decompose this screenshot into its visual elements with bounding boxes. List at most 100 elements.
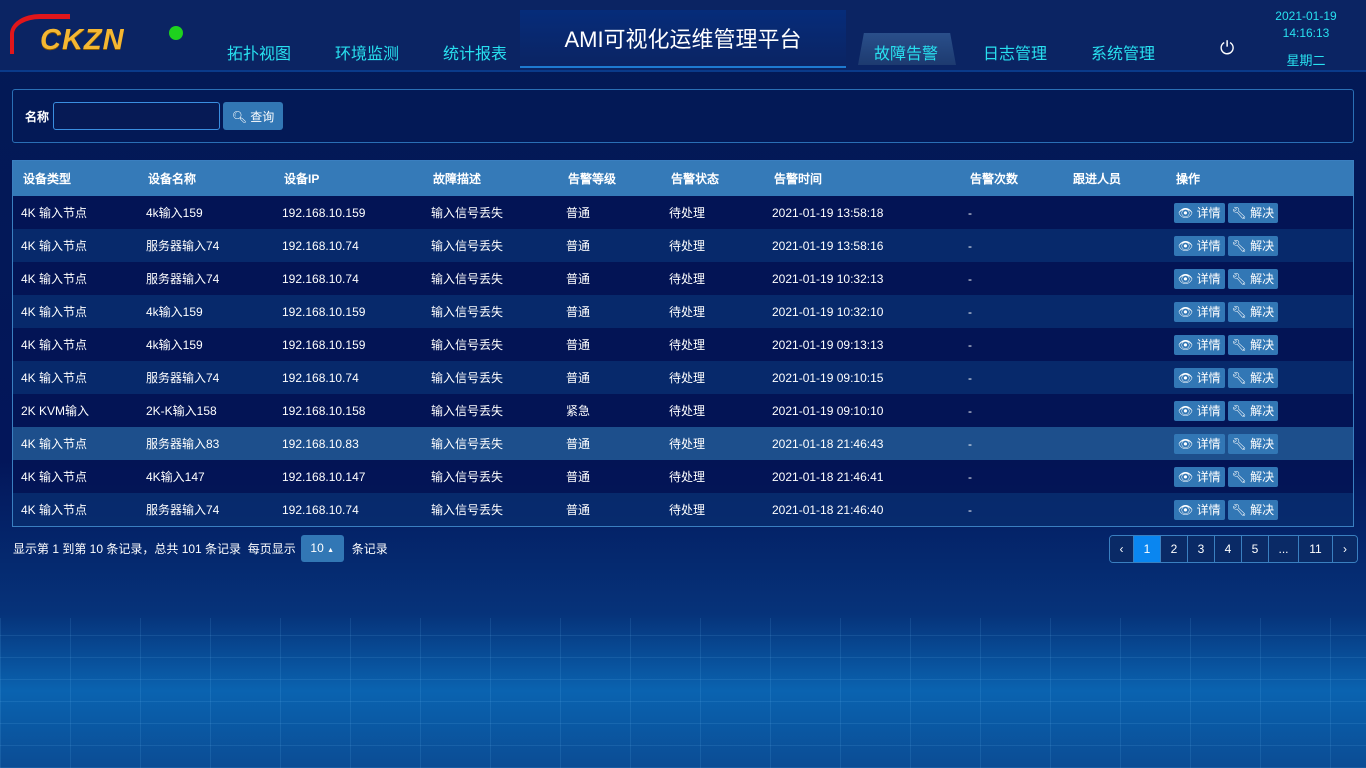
page-button[interactable]: 11 — [1299, 536, 1333, 562]
resolve-button[interactable]: 🔧︎ 解决 — [1227, 334, 1279, 355]
table-cell — [1063, 295, 1166, 328]
nav-reports[interactable]: 统计报表 — [443, 46, 508, 63]
table-cell — [1063, 460, 1166, 493]
table-row[interactable]: 4K 输入节点 4k输入159 192.168.10.159 输入信号丢失 普通 待处理 2… — [13, 295, 1353, 328]
table-row[interactable]: 4K 输入节点 4k输入159 192.168.10.159 输入信号丢失 普通 待处理 2… — [13, 328, 1353, 361]
table-row[interactable]: 4K 输入节点 4k输入159 192.168.10.159 输入信号丢失 普通 待处理 2… — [13, 196, 1353, 229]
actions-cell: 👁︎ 详情 🔧︎ 解决 — [1166, 427, 1353, 460]
page-button[interactable]: 5 — [1242, 536, 1269, 562]
table-cell: 普通 — [558, 460, 661, 493]
detail-button[interactable]: 👁︎ 详情 — [1174, 334, 1225, 355]
table-cell: 2K-K输入158 — [138, 394, 274, 427]
table-row[interactable]: 2K KVM输入 2K-K输入158 192.168.10.158 输入信号丢失 紧急待… — [13, 394, 1353, 427]
table-row[interactable]: 4K 输入节点 服务器输入74 192.168.10.74 输入信号丢失 普通 待处理 20… — [13, 262, 1353, 295]
column-header: 设备类型 — [13, 161, 138, 196]
eye-icon: 👁︎ — [1178, 403, 1194, 418]
detail-button[interactable]: 👁︎ 详情 — [1174, 235, 1225, 256]
time: 14:16:13 — [1282, 26, 1330, 40]
detail-label: 详情 — [1196, 205, 1221, 220]
detail-label: 详情 — [1196, 502, 1221, 517]
table-cell: 2021-01-19 10:32:10 — [764, 295, 960, 328]
eye-icon: 👁︎ — [1178, 436, 1194, 451]
page-button[interactable]: 3 — [1188, 536, 1215, 562]
page-title: AMI可视化运维管理平台 — [564, 27, 802, 52]
table-cell: 服务器输入74 — [138, 493, 274, 526]
search-panel: 名称 🔍︎ 查询 — [12, 89, 1354, 143]
resolve-button[interactable]: 🔧︎ 解决 — [1227, 268, 1279, 289]
resolve-button[interactable]: 🔧︎ 解决 — [1227, 367, 1279, 388]
detail-button[interactable]: 👁︎ 详情 — [1174, 433, 1225, 454]
table-cell: 紧急 — [558, 394, 661, 427]
column-header: 故障描述 — [423, 161, 558, 196]
detail-label: 详情 — [1196, 304, 1221, 319]
table-row[interactable]: 4K 输入节点 服务器输入74 192.168.10.74 输入信号丢失 普通 待处理 20… — [13, 361, 1353, 394]
resolve-label: 解决 — [1250, 370, 1275, 385]
logo-dot — [169, 26, 183, 40]
nav-logs[interactable]: 日志管理 — [983, 46, 1048, 63]
nav-system[interactable]: 系统管理 — [1091, 46, 1156, 63]
column-header: 设备名称 — [138, 161, 274, 196]
actions-cell: 👁︎ 详情 🔧︎ 解决 — [1166, 229, 1353, 262]
table-cell: 输入信号丢失 — [423, 361, 558, 394]
table-cell: 待处理 — [661, 262, 764, 295]
detail-button[interactable]: 👁︎ 详情 — [1174, 400, 1225, 421]
detail-button[interactable]: 👁︎ 详情 — [1174, 268, 1225, 289]
table-cell: 普通 — [558, 295, 661, 328]
table-cell: 4K 输入节点 — [13, 229, 138, 262]
resolve-button[interactable]: 🔧︎ 解决 — [1227, 400, 1279, 421]
resolve-button[interactable]: 🔧︎ 解决 — [1227, 301, 1279, 322]
page-size-select[interactable]: 10 ▲ — [300, 535, 344, 562]
column-header: 设备IP — [274, 161, 423, 196]
resolve-button[interactable]: 🔧︎ 解决 — [1227, 499, 1279, 520]
resolve-label: 解决 — [1250, 436, 1275, 451]
table-cell: 192.168.10.83 — [274, 427, 423, 460]
table-row[interactable]: 4K 输入节点 服务器输入83 192.168.10.83 输入信号丢失 普通 待处理 20… — [13, 427, 1353, 460]
page-size-value: 10 — [310, 541, 324, 555]
detail-button[interactable]: 👁︎ 详情 — [1174, 202, 1225, 223]
power-icon[interactable]: ⏻ — [1220, 38, 1235, 58]
table-cell: 2021-01-18 21:46:40 — [764, 493, 960, 526]
table-cell: 待处理 — [661, 196, 764, 229]
detail-button[interactable]: 👁︎ 详情 — [1174, 499, 1225, 520]
table-cell: 待处理 — [661, 427, 764, 460]
table-row[interactable]: 4K 输入节点 服务器输入74 192.168.10.74 输入信号丢失 普通 待处理 20… — [13, 493, 1353, 526]
table-cell: 普通 — [558, 361, 661, 394]
resolve-button[interactable]: 🔧︎ 解决 — [1227, 466, 1279, 487]
table-cell: 输入信号丢失 — [423, 493, 558, 526]
page-button[interactable]: 2 — [1161, 536, 1188, 562]
detail-button[interactable]: 👁︎ 详情 — [1174, 367, 1225, 388]
name-search-input[interactable] — [53, 102, 220, 130]
resolve-button[interactable]: 🔧︎ 解决 — [1227, 235, 1279, 256]
detail-label: 详情 — [1196, 271, 1221, 286]
detail-button[interactable]: 👁︎ 详情 — [1174, 301, 1225, 322]
nav-environment[interactable]: 环境监测 — [335, 46, 400, 63]
per-page-suffix: 条记录 — [351, 542, 388, 556]
table-row[interactable]: 4K 输入节点 4K输入147 192.168.10.147 输入信号丢失 普通 待处理 2… — [13, 460, 1353, 493]
table-row[interactable]: 4K 输入节点 服务器输入74 192.168.10.74 输入信号丢失 普通 待处理 20… — [13, 229, 1353, 262]
table-cell: 服务器输入74 — [138, 262, 274, 295]
detail-button[interactable]: 👁︎ 详情 — [1174, 466, 1225, 487]
eye-icon: 👁︎ — [1178, 469, 1194, 484]
table-cell — [1063, 262, 1166, 295]
record-summary: 显示第 1 到第 10 条记录，总共 101 条记录 — [13, 542, 242, 556]
next-page-button[interactable]: › — [1333, 536, 1357, 562]
resolve-label: 解决 — [1250, 469, 1275, 484]
table-cell: 输入信号丢失 — [423, 262, 558, 295]
nav-alarms[interactable]: 故障告警 — [874, 46, 939, 63]
wrench-icon: 🔧︎ — [1231, 238, 1247, 253]
table-cell: 192.168.10.158 — [274, 394, 423, 427]
nav-topology[interactable]: 拓扑视图 — [227, 46, 292, 63]
page-button[interactable]: 4 — [1215, 536, 1242, 562]
search-button[interactable]: 🔍︎ 查询 — [223, 102, 283, 130]
prev-page-button[interactable]: ‹ — [1110, 536, 1134, 562]
detail-label: 详情 — [1196, 370, 1221, 385]
resolve-button[interactable]: 🔧︎ 解决 — [1227, 433, 1279, 454]
resolve-button[interactable]: 🔧︎ 解决 — [1227, 202, 1279, 223]
page-button[interactable]: ... — [1269, 536, 1299, 562]
actions-cell: 👁︎ 详情 🔧︎ 解决 — [1166, 361, 1353, 394]
wrench-icon: 🔧︎ — [1231, 469, 1247, 484]
page-button[interactable]: 1 — [1134, 536, 1161, 562]
title-plate: AMI可视化运维管理平台 — [520, 10, 846, 68]
weekday: 星期二 — [1286, 53, 1326, 68]
table-cell: 4k输入159 — [138, 196, 274, 229]
